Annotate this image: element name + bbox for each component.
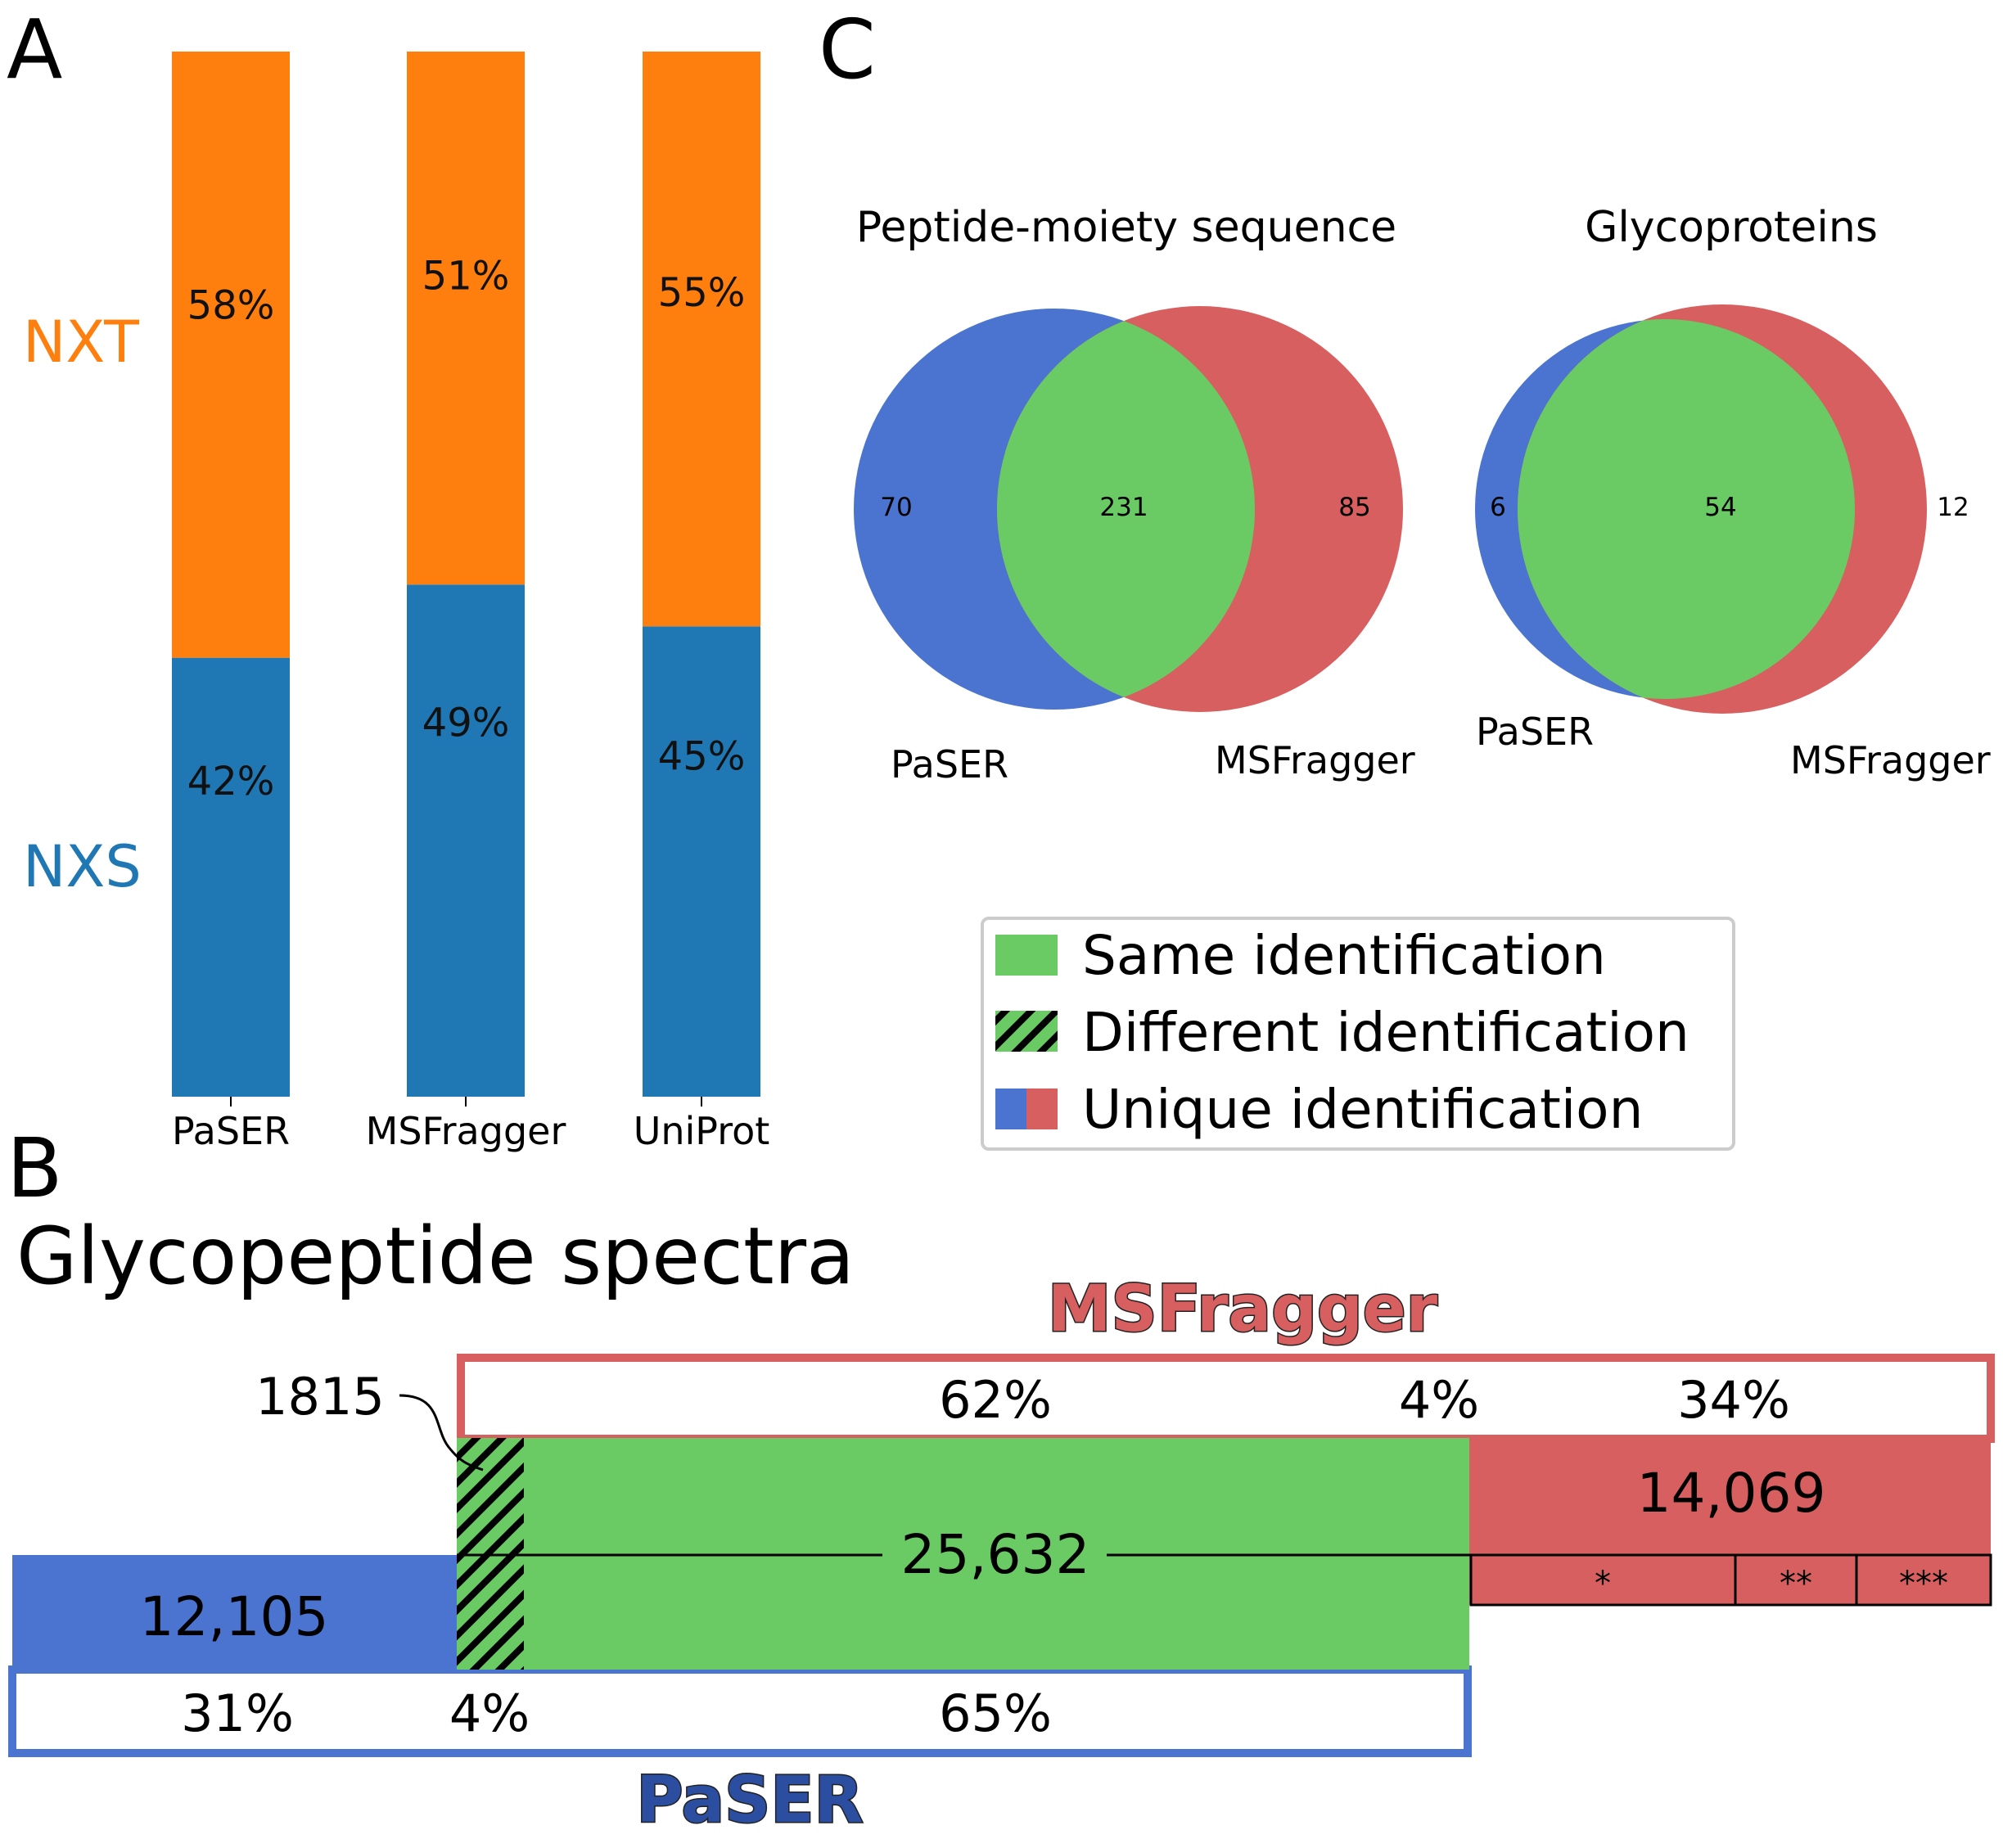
msfragger-unique-count: 14,069 <box>1637 1462 1826 1525</box>
bar-segment-paser-unique <box>12 1555 457 1670</box>
bar-nxs-paser <box>172 657 290 1097</box>
venn-peptide-moiety: Peptide-moiety sequence 70 231 85 PaSER … <box>854 203 1415 787</box>
venn2-msfragger-label: MSFragger <box>1790 738 1991 782</box>
paser-frame <box>8 1665 1472 1757</box>
venn1-left-count: 70 <box>880 493 912 522</box>
paser-tool-label: PaSER <box>636 1764 863 1837</box>
panel-b-title: Glycopeptide spectra <box>16 1210 855 1302</box>
bar-label-nxt-msfragger: 51% <box>422 254 510 300</box>
x-tick-label-msfragger: MSFragger <box>366 1109 566 1153</box>
msfragger-frame <box>457 1354 1995 1443</box>
venn2-overlap <box>1518 319 1855 699</box>
bar-nxt-paser <box>172 52 290 658</box>
same-count: 25,632 <box>901 1523 1090 1586</box>
subcategory-box-3 <box>1855 1553 1992 1607</box>
x-tick-label-paser: PaSER <box>172 1109 290 1153</box>
nxt-label: NXT <box>23 309 139 376</box>
venn1-title: Peptide-moiety sequence <box>856 203 1396 252</box>
bar-segment-msfragger-unique <box>1469 1438 1991 1605</box>
venn2-overlap-count: 54 <box>1704 493 1736 522</box>
legend-unique-swatch-paser <box>995 1089 1026 1129</box>
subcategory-label-2: ** <box>1780 1565 1812 1602</box>
subcategory-label-1: * <box>1595 1565 1611 1602</box>
panel-label-a: A <box>7 2 62 97</box>
msfragger-pct-same: 62% <box>939 1370 1052 1430</box>
bar-nxt-uniprot <box>643 52 760 627</box>
paser-unique-count: 12,105 <box>140 1585 329 1648</box>
paser-pct-same: 65% <box>939 1683 1052 1743</box>
legend-unique-swatch-msfragger <box>1026 1089 1058 1129</box>
msfragger-pct-unique: 34% <box>1677 1370 1790 1430</box>
paser-pct-unique: 31% <box>181 1683 294 1743</box>
venn2-title: Glycoproteins <box>1585 203 1878 252</box>
venn2-left-count: 6 <box>1490 493 1506 522</box>
legend: Same identification Different identifica… <box>981 917 1735 1151</box>
legend-same-text: Same identification <box>1082 924 1606 987</box>
bar-label-nxt-paser: 58% <box>187 282 275 328</box>
legend-same-swatch <box>995 935 1058 976</box>
msfragger-tool-label: MSFragger <box>1048 1273 1438 1346</box>
venn-glycoproteins: Glycoproteins 6 54 12 PaSER MSFragger <box>1475 203 1991 782</box>
subcategory-label-3: *** <box>1899 1565 1948 1602</box>
legend-box <box>981 917 1735 1151</box>
venn2-paser-label: PaSER <box>1476 710 1594 754</box>
bar-label-nxs-paser: 42% <box>187 759 275 805</box>
panel-label-b: B <box>7 1120 63 1216</box>
venn1-paser-label: PaSER <box>891 742 1008 787</box>
legend-different-swatch <box>995 1011 1058 1052</box>
bar-nxs-msfragger <box>407 584 525 1097</box>
venn1-right-count: 85 <box>1338 493 1370 522</box>
bar-nxt-msfragger <box>407 52 525 585</box>
different-count: 1815 <box>255 1367 385 1427</box>
legend-different-text: Different identification <box>1082 1001 1689 1064</box>
bar-label-nxs-uniprot: 45% <box>658 733 746 779</box>
venn1-overlap-count: 231 <box>1099 493 1148 522</box>
venn1-overlap <box>997 309 1255 710</box>
nxs-label: NXS <box>23 833 142 900</box>
panel-label-c: C <box>819 2 876 97</box>
stacked-bar-chart: 42% 58% PaSER 49% 51% MSFragger 45% 55% UniProt <box>172 52 769 1153</box>
paser-pct-different: 4% <box>449 1683 530 1743</box>
x-tick-label-uniprot: UniProt <box>634 1109 770 1153</box>
bar-nxs-uniprot <box>643 626 760 1097</box>
bar-label-nxs-msfragger: 49% <box>422 700 510 746</box>
venn2-right-count: 12 <box>1937 493 1969 522</box>
legend-unique-text: Unique identification <box>1082 1078 1643 1141</box>
different-callout-line <box>399 1394 484 1472</box>
venn1-msfragger-label: MSFragger <box>1215 738 1415 782</box>
bar-label-nxt-uniprot: 55% <box>658 270 746 316</box>
msfragger-subcategories: * ** *** <box>1469 1553 1992 1607</box>
msfragger-pct-different: 4% <box>1399 1370 1479 1430</box>
